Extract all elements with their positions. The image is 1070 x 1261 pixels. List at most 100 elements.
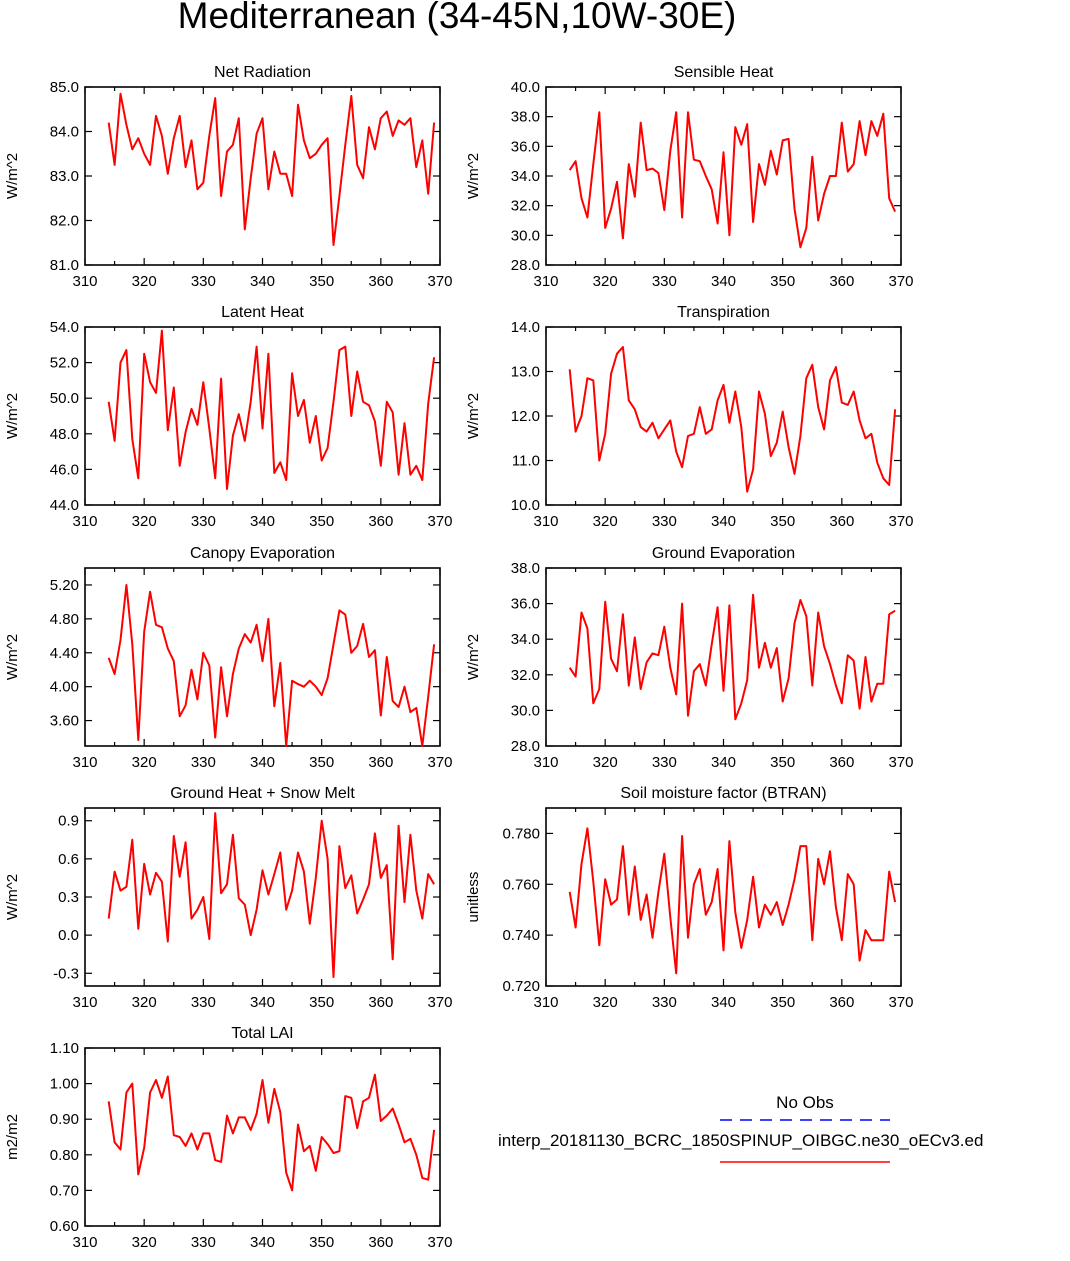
x-tick-label: 330 — [191, 1234, 216, 1251]
series-line-model — [568, 111, 897, 249]
x-tick-label: 360 — [368, 1234, 393, 1251]
y-axis-label: W/m^2 — [4, 153, 21, 199]
y-tick-label: 30.0 — [511, 702, 540, 719]
y-tick-label: 52.0 — [50, 355, 79, 372]
y-tick-label: 0.3 — [58, 889, 79, 906]
figure-title: Mediterranean (34-45N,10W-30E) — [178, 0, 737, 36]
y-tick-label: 0.60 — [50, 1218, 79, 1235]
x-tick-label: 320 — [593, 273, 618, 290]
x-tick-label: 310 — [533, 513, 558, 530]
x-tick-label: 360 — [829, 273, 854, 290]
panel-total-lai: Total LAI 310 320 330 340 350 360 370 0.60 0.70 0.… — [4, 1025, 453, 1251]
x-tick-label: 310 — [72, 273, 97, 290]
x-tick-label: 360 — [829, 994, 854, 1011]
y-axis-label: W/m^2 — [465, 634, 482, 680]
x-tick-label: 330 — [191, 273, 216, 290]
y-tick-label: 32.0 — [511, 667, 540, 684]
y-tick-label: 0.70 — [50, 1182, 79, 1199]
x-tick-label: 370 — [888, 994, 913, 1011]
plot-frame — [545, 326, 902, 506]
y-axis-label: W/m^2 — [4, 393, 21, 439]
x-tick-label: 350 — [770, 513, 795, 530]
x-tick-label: 370 — [888, 273, 913, 290]
y-axis-label: W/m^2 — [4, 634, 21, 680]
x-tick-label: 350 — [309, 1234, 334, 1251]
y-tick-label: 36.0 — [511, 596, 540, 613]
x-tick-label: 350 — [309, 273, 334, 290]
x-tick-label: 340 — [711, 994, 736, 1011]
y-tick-label: 85.0 — [50, 79, 79, 96]
series-line-model — [107, 1073, 436, 1192]
y-tick-label: 0.9 — [58, 813, 79, 830]
x-tick-label: 330 — [191, 513, 216, 530]
y-tick-label: 0.90 — [50, 1111, 79, 1128]
x-tick-label: 370 — [888, 754, 913, 771]
x-tick-label: 330 — [652, 754, 677, 771]
x-tick-label: 320 — [132, 754, 157, 771]
y-tick-label: 10.0 — [511, 497, 540, 514]
x-tick-label: 320 — [593, 994, 618, 1011]
panels: Net Radiation 310 320 330 340 350 360 370 81.0 82… — [4, 64, 914, 1251]
x-tick-label: 340 — [711, 273, 736, 290]
y-tick-label: 1.10 — [50, 1040, 79, 1057]
y-tick-label: 4.80 — [50, 611, 79, 628]
y-tick-label: 84.0 — [50, 124, 79, 141]
panel-title: Sensible Heat — [674, 64, 774, 81]
y-tick-label: 11.0 — [512, 453, 540, 470]
panel-net-radiation: Net Radiation 310 320 330 340 350 360 370 81.0 82… — [4, 64, 453, 290]
panel-title: Transpiration — [677, 304, 770, 321]
x-tick-label: 350 — [770, 754, 795, 771]
y-axis-label: unitless — [465, 872, 482, 923]
y-tick-label: 32.0 — [511, 198, 540, 215]
y-tick-label: 40.0 — [511, 79, 540, 96]
x-tick-label: 340 — [250, 273, 275, 290]
x-tick-label: 340 — [250, 1234, 275, 1251]
x-tick-label: 320 — [132, 273, 157, 290]
y-tick-label: 38.0 — [511, 109, 540, 126]
y-tick-label: 36.0 — [511, 138, 540, 155]
x-tick-label: 360 — [829, 754, 854, 771]
x-tick-label: 370 — [427, 994, 452, 1011]
x-tick-label: 320 — [132, 513, 157, 530]
plot-frame — [84, 807, 441, 987]
x-tick-label: 310 — [72, 754, 97, 771]
y-tick-label: 4.40 — [50, 645, 79, 662]
x-tick-label: 320 — [132, 994, 157, 1011]
series-line-model — [568, 346, 897, 493]
y-axis-label: W/m^2 — [4, 874, 21, 920]
series-line-model — [107, 92, 436, 246]
series-line-model — [568, 827, 897, 975]
y-tick-label: 81.0 — [50, 257, 79, 274]
plot-frame — [84, 1047, 441, 1227]
y-tick-label: 34.0 — [511, 168, 540, 185]
panel-latent-heat: Latent Heat 310 320 330 340 350 360 370 44.0 46.0… — [4, 304, 453, 530]
x-tick-label: 340 — [250, 754, 275, 771]
x-tick-label: 330 — [652, 273, 677, 290]
panel-sensible-heat: Sensible Heat 310 320 330 340 350 360 370 28.0 30… — [465, 64, 914, 290]
y-tick-label: 0.760 — [502, 876, 540, 893]
x-tick-label: 360 — [368, 513, 393, 530]
x-tick-label: 310 — [72, 1234, 97, 1251]
panel-title: Total LAI — [231, 1025, 293, 1042]
x-tick-label: 350 — [309, 994, 334, 1011]
y-tick-label: 3.60 — [50, 713, 79, 730]
x-tick-label: 340 — [250, 994, 275, 1011]
y-tick-label: 13.0 — [511, 364, 540, 381]
y-tick-label: 82.0 — [50, 213, 79, 230]
y-tick-label: 50.0 — [50, 390, 79, 407]
x-tick-label: 370 — [427, 754, 452, 771]
panel-title: Canopy Evaporation — [190, 545, 335, 562]
x-tick-label: 370 — [427, 1234, 452, 1251]
x-tick-label: 370 — [427, 513, 452, 530]
y-tick-label: 0.740 — [502, 927, 540, 944]
y-tick-label: 30.0 — [511, 227, 540, 244]
x-tick-label: 370 — [427, 273, 452, 290]
y-tick-label: 0.720 — [502, 978, 540, 995]
x-tick-label: 360 — [829, 513, 854, 530]
x-tick-label: 330 — [191, 994, 216, 1011]
panel-canopy-evaporation: Canopy Evaporation 310 320 330 340 350 360 370 3… — [4, 545, 453, 771]
y-tick-label: 4.00 — [50, 679, 79, 696]
y-axis-label: m2/m2 — [4, 1114, 21, 1160]
series-line-model — [107, 812, 435, 979]
